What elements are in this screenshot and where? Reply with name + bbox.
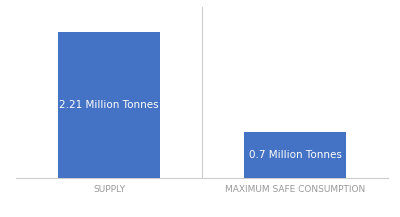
Bar [244,132,346,178]
Bar [58,32,160,178]
Text: 2.21 Million Tonnes: 2.21 Million Tonnes [59,100,159,110]
Text: 0.7 Million Tonnes: 0.7 Million Tonnes [248,150,342,160]
